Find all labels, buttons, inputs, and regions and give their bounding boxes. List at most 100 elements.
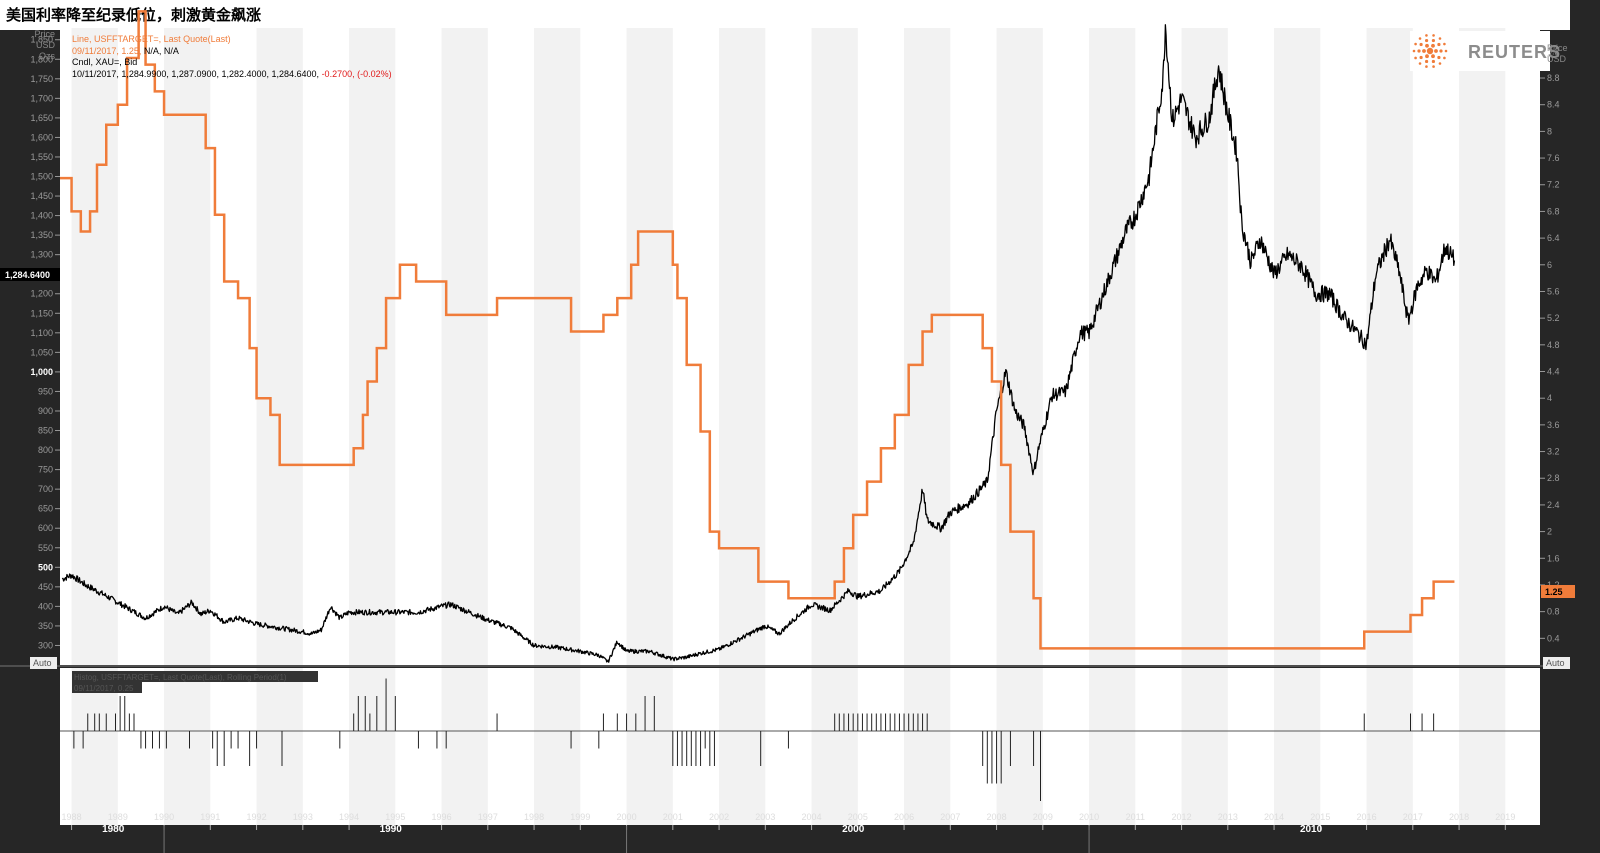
left-axis-tick-label: 1,050 — [30, 347, 53, 357]
time-axis-tick-label: 1989 — [108, 812, 128, 822]
year-band — [1459, 28, 1506, 665]
left-axis-tick-label: 600 — [38, 523, 53, 533]
year-band-lower — [996, 668, 1043, 825]
reuters-logo-dot — [1443, 42, 1446, 46]
legend-rate-series: Line, USFFTARGET=, Last Quote(Last) — [72, 34, 231, 44]
rate-last-value: 1.25 — [1545, 587, 1563, 597]
right-price-label-1: Price — [1547, 43, 1568, 53]
left-axis-tick-label: 1,650 — [30, 113, 53, 123]
year-band — [1366, 28, 1413, 665]
reuters-logo-dot — [1437, 42, 1441, 47]
right-axis-tick-label: 2 — [1547, 527, 1552, 537]
reuters-logo-dot — [1426, 47, 1434, 55]
left-price-label-2: USD — [36, 40, 56, 50]
year-band-lower — [904, 668, 951, 825]
time-axis-tick-label: 1995 — [385, 812, 405, 822]
fed-funds-rate-series — [60, 10, 1455, 650]
reuters-logo-dot — [1438, 62, 1442, 65]
year-band-lower — [1366, 668, 1413, 825]
reuters-logo-dot — [1438, 37, 1442, 40]
right-axis-tick-label: 1.6 — [1547, 553, 1560, 563]
reuters-logo-dot — [1443, 56, 1446, 60]
auto-scale-left[interactable]: Auto — [30, 657, 57, 669]
reuters-logo-dot — [1419, 42, 1423, 47]
left-axis-tick-label: 1,300 — [30, 250, 53, 260]
reuters-logo-icon — [1412, 34, 1448, 68]
right-axis-tick-label: 4.4 — [1547, 367, 1560, 377]
reuters-logo-dot — [1425, 65, 1428, 68]
year-band — [996, 28, 1043, 665]
year-band-lower — [256, 668, 303, 825]
time-axis-tick-label: 1988 — [62, 812, 82, 822]
right-axis-tick-label: 3.2 — [1547, 447, 1560, 457]
time-axis-decade-label: 1980 — [102, 824, 125, 835]
time-axis-tick-label: 2019 — [1495, 812, 1515, 822]
time-axis-tick-label: 2010 — [1079, 812, 1099, 822]
page-title: 美国利率降至纪录低位，刺激黄金飙涨 — [6, 6, 262, 24]
time-axis-tick-label: 1993 — [293, 812, 313, 822]
left-axis-tick-label: 1,100 — [30, 328, 53, 338]
time-axis-tick-label: 2018 — [1449, 812, 1469, 822]
time-axis-tick-label: 2007 — [940, 812, 960, 822]
right-price-header: Price USD — [1547, 43, 1568, 64]
lower-panel-legend: Histog, USFFTARGET=, Last Quote(Last), R… — [72, 671, 318, 693]
year-band-lower — [1089, 668, 1136, 825]
rate-change-histogram — [73, 678, 1435, 801]
time-axis-tick-label: 2005 — [848, 812, 868, 822]
reuters-logo-dot — [1417, 49, 1421, 53]
year-band-lower — [719, 668, 766, 825]
year-band-lower — [349, 668, 396, 825]
right-axis-tick-label: 2.4 — [1547, 500, 1560, 510]
right-axis-tick-label: 7.2 — [1547, 180, 1560, 190]
reuters-logo-dot — [1431, 59, 1435, 64]
lower-legend-line-2: 09/11/2017, 0.25 — [74, 684, 134, 693]
legend-gold-values: 10/11/2017, 1,284.9900, 1,287.0900, 1,28… — [72, 69, 392, 81]
reuters-logo-dot — [1414, 56, 1417, 60]
reuters-logo-dot — [1425, 38, 1429, 43]
left-axis-tick-label: 1,850 — [30, 35, 53, 45]
chart-legend: Line, USFFTARGET=, Last Quote(Last) 09/1… — [72, 34, 392, 80]
time-axis-tick-label: 1991 — [200, 812, 220, 822]
time-axis-tick-label: 2009 — [1033, 812, 1053, 822]
time-axis-tick-label: 2014 — [1264, 812, 1284, 822]
reuters-logo-dot — [1422, 49, 1426, 53]
time-axis-tick-label: 1990 — [154, 812, 174, 822]
left-axis-tick-label: 300 — [38, 640, 53, 650]
reuters-logo-dot — [1444, 49, 1448, 53]
time-axis-tick-label: 1994 — [339, 812, 359, 822]
legend-rate-values: 09/11/2017, 1.25, N/A, N/A — [72, 46, 392, 58]
year-band-lower — [1459, 668, 1506, 825]
legend-gold-series: Cndl, XAU=, Bid — [72, 57, 138, 67]
left-axis-tick-label: 1,550 — [30, 152, 53, 162]
auto-scale-right[interactable]: Auto — [1543, 657, 1570, 669]
left-price-axis: 300 350 400 450 500 550 600 650 700 750 800 850 900 9… — [30, 35, 60, 650]
left-price-header: Price USD Ozs — [34, 29, 55, 61]
reuters-logo-dot — [1437, 55, 1441, 60]
left-axis-tick-label: 950 — [38, 386, 53, 396]
left-axis-tick-label: 1,500 — [30, 172, 53, 182]
gold-last-badge: 1,284.6400 — [0, 268, 60, 281]
reuters-logo-dot — [1418, 62, 1422, 65]
left-axis-tick-label: 1,200 — [30, 289, 53, 299]
right-axis-tick-label: 0.8 — [1547, 607, 1560, 617]
right-axis-tick-label: 8 — [1547, 126, 1552, 136]
right-price-label-2: USD — [1547, 54, 1567, 64]
year-band-lower — [441, 668, 488, 825]
reuters-logo-dot — [1425, 34, 1428, 37]
right-axis-tick-label: 5.2 — [1547, 313, 1560, 323]
reuters-logo-text: REUTERS — [1468, 42, 1561, 62]
reuters-logo-dot — [1419, 55, 1423, 60]
reuters-logo-dot — [1431, 54, 1435, 59]
left-axis-tick-label: 500 — [38, 562, 53, 572]
time-axis-decade-label: 2010 — [1300, 824, 1323, 835]
auto-scale-right-label: Auto — [1546, 658, 1565, 668]
left-axis-tick-label: 900 — [38, 406, 53, 416]
reuters-logo-dot — [1434, 49, 1438, 53]
year-band — [626, 28, 673, 665]
right-axis-tick-label: 6.8 — [1547, 206, 1560, 216]
year-band — [441, 28, 488, 665]
time-axis: 1988 1989 1990 1991 1992 1993 1994 1995 1996 1997… — [62, 812, 1515, 853]
left-axis-tick-label: 850 — [38, 426, 53, 436]
